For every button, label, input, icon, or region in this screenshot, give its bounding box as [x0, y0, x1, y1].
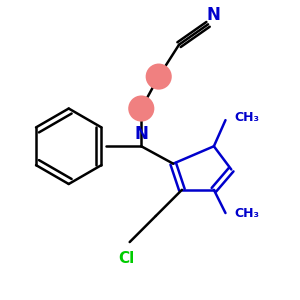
Text: CH₃: CH₃ — [234, 111, 259, 124]
Circle shape — [128, 95, 154, 122]
Text: CH₃: CH₃ — [234, 206, 259, 220]
Text: Cl: Cl — [119, 251, 135, 266]
Circle shape — [146, 64, 172, 90]
Text: N: N — [207, 6, 221, 24]
Text: N: N — [134, 125, 148, 143]
